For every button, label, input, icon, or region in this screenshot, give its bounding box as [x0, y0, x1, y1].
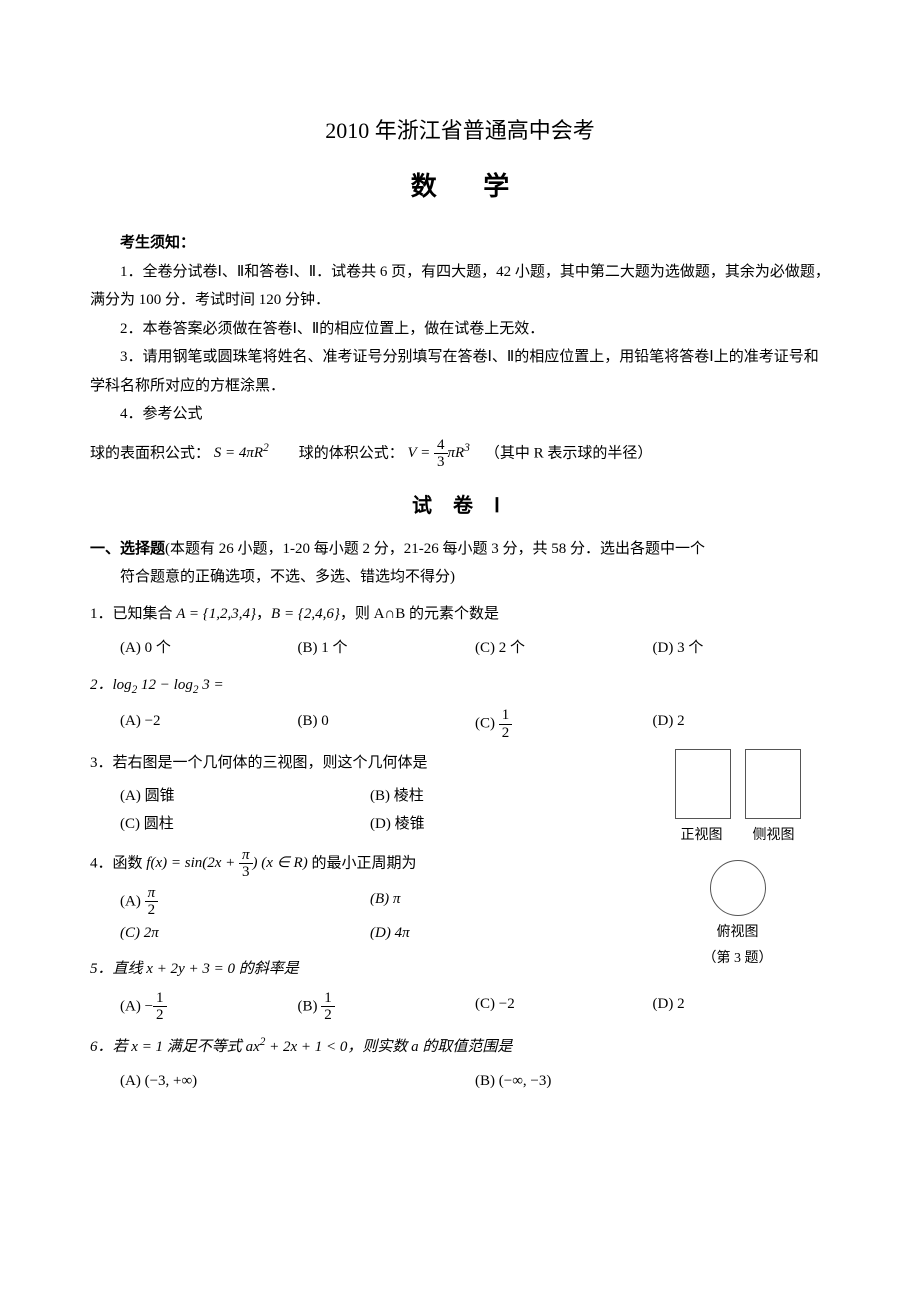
notice-item-4: 4．参考公式 [90, 400, 830, 429]
q4-stem-pre: 4．函数 [90, 855, 146, 871]
question-6: 6．若 x = 1 满足不等式 ax2 + 2x + 1 < 0，则实数 a 的… [90, 1032, 830, 1062]
q4-opta-pre: (A) [120, 893, 145, 909]
volume-note: （其中 R 表示球的半径） [485, 445, 653, 461]
q6-stem: 6．若 x = 1 满足不等式 ax2 + 2x + 1 < 0，则实数 a 的… [90, 1039, 512, 1055]
q1-option-d: (D) 3 个 [653, 634, 831, 663]
q2-options: (A) −2 (B) 0 (C) 12 (D) 2 [120, 707, 830, 741]
exam-subject: 数 学 [90, 162, 830, 211]
q3-option-a: (A) 圆锥 [120, 782, 370, 811]
q1-option-c: (C) 2 个 [475, 634, 653, 663]
q1-stem-pre: 1．已知集合 [90, 606, 176, 622]
surface-area-label: 球的表面积公式： [90, 445, 210, 461]
q4-options: (A) π2 (B) π (C) 2π (D) 4π [120, 885, 620, 948]
q5-optb-pre: (B) [298, 998, 322, 1014]
q2-option-d: (D) 2 [653, 707, 831, 741]
q2-option-c: (C) 12 [475, 707, 653, 741]
front-view-box [675, 749, 731, 819]
q6-options: (A) (−3, +∞) (B) (−∞, −3) [120, 1067, 830, 1096]
q1-set-a: A = {1,2,3,4} [176, 606, 256, 622]
surface-area-formula: S = 4πR2 [214, 445, 269, 461]
notice-item-2: 2．本卷答案必须做在答卷Ⅰ、Ⅱ的相应位置上，做在试卷上无效． [90, 315, 830, 344]
volume-label: 球的体积公式： [299, 445, 404, 461]
q4-option-d: (D) 4π [370, 919, 620, 948]
q5-option-b: (B) 12 [298, 990, 476, 1024]
q4-stem-post: 的最小正周期为 [308, 855, 417, 871]
q5-option-a: (A) −12 [120, 990, 298, 1024]
notice-item-3: 3．请用钢笔或圆珠笔将姓名、准考证号分别填写在答卷Ⅰ、Ⅱ的相应位置上，用铅笔将答… [90, 343, 830, 400]
paper-heading: 试 卷 Ⅰ [90, 487, 830, 525]
side-view-label: 侧视图 [753, 823, 795, 850]
section-1-title: 一、选择题 [90, 541, 165, 557]
q5-opta-pre: (A) − [120, 998, 153, 1014]
q1-sep: ， [256, 606, 271, 622]
q2-option-b: (B) 0 [298, 707, 476, 741]
q3-figure: 正视图 侧视图 俯视图 （第 3 题） [655, 749, 820, 973]
q4-fn: f(x) = sin(2x + π3) (x ∈ R) [146, 855, 307, 871]
q1-options: (A) 0 个 (B) 1 个 (C) 2 个 (D) 3 个 [120, 634, 830, 663]
q3-option-d: (D) 棱锥 [370, 810, 620, 839]
q1-set-b: B = {2,4,6} [271, 606, 340, 622]
front-view-label: 正视图 [681, 823, 723, 850]
q5-options: (A) −12 (B) 12 (C) −2 (D) 2 [120, 990, 830, 1024]
section-1-heading: 一、选择题(本题有 26 小题，1-20 每小题 2 分，21-26 每小题 3… [90, 535, 830, 564]
q3-option-b: (B) 棱柱 [370, 782, 620, 811]
q1-option-a: (A) 0 个 [120, 634, 298, 663]
exam-title: 2010 年浙江省普通高中会考 [90, 110, 830, 152]
q5-stem: 5．直线 x + 2y + 3 = 0 的斜率是 [90, 961, 299, 977]
q5-option-d: (D) 2 [653, 990, 831, 1024]
q3-figure-caption: （第 3 题） [655, 946, 820, 973]
section-1-desc: (本题有 26 小题，1-20 每小题 2 分，21-26 每小题 3 分，共 … [165, 541, 705, 557]
side-view-box [745, 749, 801, 819]
q5-option-c: (C) −2 [475, 990, 653, 1024]
q2-option-a: (A) −2 [120, 707, 298, 741]
q2-optc-pre: (C) [475, 716, 499, 732]
question-3: 3．若右图是一个几何体的三视图，则这个几何体是 [90, 749, 620, 778]
q2-stem: 2．log2 12 − log2 3 = [90, 677, 224, 693]
reference-formulas: 球的表面积公式： S = 4πR2 球的体积公式： V = 43πR3 （其中 … [90, 437, 830, 471]
top-view-label: 俯视图 [655, 920, 820, 947]
q3-options: (A) 圆锥 (B) 棱柱 (C) 圆柱 (D) 棱锥 [120, 782, 620, 839]
q4-option-c: (C) 2π [120, 919, 370, 948]
question-4: 4．函数 f(x) = sin(2x + π3) (x ∈ R) 的最小正周期为 [90, 847, 620, 881]
q6-option-a: (A) (−3, +∞) [120, 1067, 475, 1096]
top-view-circle [710, 860, 766, 916]
question-2: 2．log2 12 − log2 3 = [90, 671, 830, 701]
q4-option-b: (B) π [370, 885, 620, 919]
q3-option-c: (C) 圆柱 [120, 810, 370, 839]
q1-option-b: (B) 1 个 [298, 634, 476, 663]
q4-option-a: (A) π2 [120, 885, 370, 919]
q6-option-b: (B) (−∞, −3) [475, 1067, 830, 1096]
notice-item-1: 1．全卷分试卷Ⅰ、Ⅱ和答卷Ⅰ、Ⅱ．试卷共 6 页，有四大题，42 小题，其中第二… [90, 258, 830, 315]
volume-formula: V = 43πR3 [407, 445, 469, 461]
section-1-desc2: 符合题意的正确选项，不选、多选、错选均不得分) [90, 563, 830, 592]
notice-heading: 考生须知： [90, 229, 830, 258]
question-1: 1．已知集合 A = {1,2,3,4}，B = {2,4,6}，则 A∩B 的… [90, 600, 830, 629]
q1-stem-post: ，则 A∩B 的元素个数是 [340, 606, 499, 622]
